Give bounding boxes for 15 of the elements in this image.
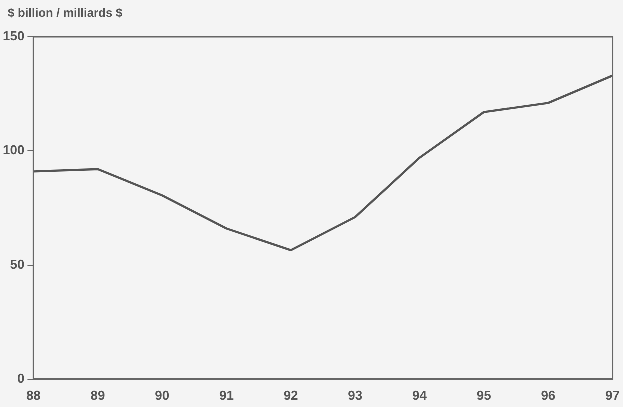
- y-tick-label: 100: [2, 142, 25, 158]
- x-tick-label: 91: [219, 388, 234, 403]
- x-tick-label: 92: [284, 388, 298, 403]
- y-tick-label: 150: [2, 28, 25, 44]
- x-tick-label: 97: [606, 388, 620, 403]
- x-tick-label: 88: [26, 388, 41, 403]
- x-tick-label: 95: [476, 388, 492, 403]
- x-tick-label: 96: [541, 388, 556, 403]
- y-axis-title: $ billion / milliards $: [8, 6, 123, 20]
- x-tick-label: 90: [155, 388, 170, 403]
- x-tick-label: 93: [348, 388, 363, 403]
- x-tick-label: 94: [412, 388, 428, 403]
- x-tick-label: 89: [90, 388, 106, 403]
- y-tick-label: 0: [17, 370, 25, 386]
- y-tick-label: 50: [10, 256, 25, 272]
